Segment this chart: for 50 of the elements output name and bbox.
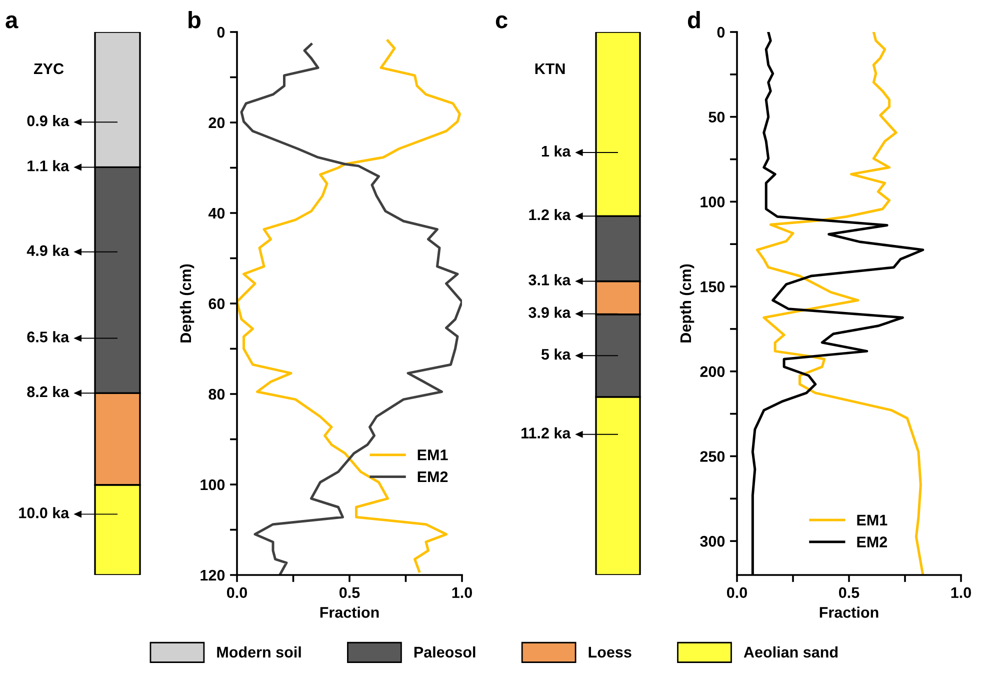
text: 5 ka (541, 348, 571, 360)
y-axis-title: Depth (cm) (680, 264, 694, 342)
legend-label: Modern soil (217, 646, 301, 658)
y-tick-label: 20 (208, 117, 225, 128)
y-tick-label: 100 (200, 479, 225, 490)
text: 0.9 ka (27, 115, 70, 126)
text: 1.1 ka (28, 160, 70, 172)
text: KTN (535, 63, 565, 74)
y-tick-label: 80 (208, 388, 225, 400)
text: 8.2 ka (27, 386, 70, 398)
y-tick-label: 0 (217, 26, 225, 38)
legend-label: Paleosol (414, 646, 476, 658)
y-tick-label: 200 (700, 366, 725, 378)
chart-title: a (6, 15, 18, 28)
y-tick-label: 60 (208, 298, 225, 310)
text: 1.2 ka (529, 208, 571, 220)
text: 3.1 ka (528, 274, 571, 286)
legend-label: EM1 (418, 450, 448, 460)
chart-title: c (496, 15, 508, 28)
y-tick-label: 40 (208, 208, 225, 219)
x-tick-label: 0.5 (339, 587, 360, 598)
legend-label: Aeolian sand (744, 646, 838, 658)
x-axis-title: Fraction (320, 606, 379, 618)
text: 1 ka (542, 145, 571, 157)
y-tick-label: 100 (700, 196, 725, 208)
legend-label: EM2 (418, 471, 448, 482)
text: 4.9 ka (26, 244, 70, 256)
x-tick-label: 0.5 (838, 587, 860, 598)
text: 11.2 ka (522, 427, 571, 438)
legend-label: Loess (588, 646, 632, 658)
legend-label: EM1 (857, 514, 888, 526)
y-tick-label: 120 (200, 570, 225, 581)
x-tick-label: 1.0 (951, 587, 971, 598)
y-tick-label: 0 (717, 26, 725, 38)
y-tick-label: 50 (708, 112, 725, 123)
y-tick-label: 150 (700, 281, 725, 292)
x-tick-label: 0.0 (726, 587, 747, 598)
x-tick-label: 1.0 (452, 587, 472, 598)
x-tick-label: 0.0 (226, 587, 247, 598)
text: 10.0 ka (19, 507, 70, 518)
chart-title: d (688, 10, 700, 28)
y-tick-label: 300 (700, 536, 725, 547)
y-tick-label: 250 (700, 451, 725, 462)
y-axis-title: Depth (cm) (180, 264, 194, 342)
legend-label: EM2 (857, 536, 888, 548)
text: 3.9 ka (528, 306, 571, 318)
text: 6.5 ka (27, 331, 70, 342)
x-axis-title: Fraction (820, 606, 878, 618)
chart-title: b (188, 10, 200, 28)
text: ZYC (34, 63, 64, 74)
